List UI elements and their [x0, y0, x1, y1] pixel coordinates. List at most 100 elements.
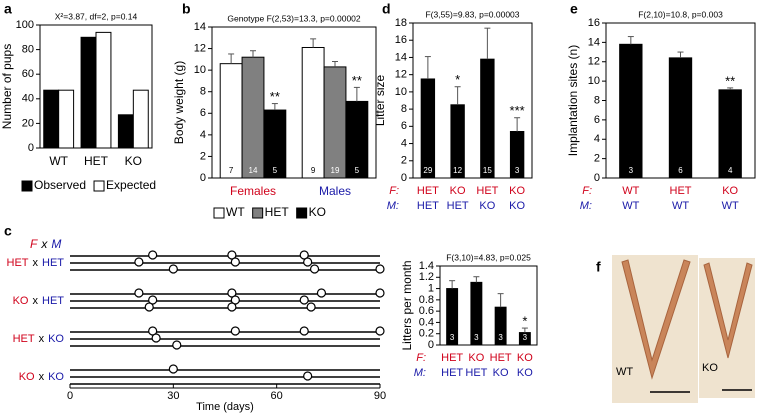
y-tick-label: 0: [28, 142, 34, 154]
error-bar: [473, 276, 480, 283]
row-label: HET: [490, 352, 512, 364]
y-axis-label: Litter size: [373, 75, 387, 127]
row-name: F:: [389, 185, 399, 197]
y-tick-label: 4: [401, 137, 407, 149]
y-tick-label: 0: [428, 339, 434, 351]
litter-event: [375, 288, 385, 298]
legend-female: F: [30, 237, 38, 251]
y-tick-label: 16: [395, 34, 407, 46]
n-label: 14: [249, 166, 258, 175]
error-bar: [677, 51, 684, 58]
error-bar: [521, 327, 528, 333]
photo-label: KO: [702, 362, 718, 374]
y-axis-label: Implantation sites (n): [566, 45, 580, 156]
bar: [241, 56, 265, 179]
y-tick-label: 100: [16, 19, 34, 31]
bar: [301, 46, 325, 179]
bar: [619, 43, 643, 179]
litter-event: [303, 371, 313, 381]
litter-event: [230, 257, 240, 267]
row-label: HET: [670, 185, 692, 197]
error-bar: [627, 36, 634, 45]
significance: **: [725, 73, 735, 88]
bar: [58, 89, 75, 149]
panel-letter: e: [570, 1, 578, 17]
y-tick-label: 20: [22, 117, 34, 129]
litter-event: [303, 257, 313, 267]
y-tick-label: 14: [588, 36, 600, 48]
y-tick-label: 10: [588, 75, 600, 87]
bar: [132, 89, 149, 149]
litter-event: [316, 288, 327, 298]
x-tick-label: KO: [125, 154, 142, 168]
error-bar: [484, 27, 491, 60]
y-tick-label: 4: [200, 129, 206, 141]
bar: [43, 89, 60, 149]
pair-separator: x: [33, 257, 39, 269]
n-label: 3: [450, 333, 455, 342]
y-tick-label: 2: [594, 153, 600, 165]
legend-swatch: [252, 207, 264, 219]
row-label: KO: [509, 200, 525, 212]
y-tick-label: 40: [22, 93, 34, 105]
y-tick-label: 1.2: [419, 271, 434, 283]
row-label: KO: [722, 185, 738, 197]
n-label: 19: [331, 166, 340, 175]
litter-event: [168, 364, 178, 374]
legend-swatch: [213, 207, 225, 219]
x-tick-label: 60: [271, 390, 283, 402]
row-label: HET: [417, 185, 439, 197]
litter-event: [306, 302, 316, 312]
panel-letter: f: [596, 259, 601, 275]
error-bar: [727, 87, 734, 90]
n-label: 7: [229, 166, 234, 175]
error-bar: [250, 50, 256, 58]
bar: [117, 114, 134, 149]
x-tick-label: 30: [167, 390, 179, 402]
n-label: 29: [423, 166, 432, 175]
row-label: HET: [441, 352, 463, 364]
row-label: WT: [622, 185, 639, 197]
x-axis-label: Time (days): [196, 401, 254, 413]
bar: [80, 36, 97, 149]
error-bar: [332, 61, 338, 67]
row-label: HET: [441, 367, 463, 379]
y-tick-label: 0.8: [419, 294, 434, 306]
pair-female: HET: [7, 257, 29, 269]
y-tick-label: 8: [200, 86, 206, 98]
row-label: HET: [476, 185, 498, 197]
n-label: 6: [678, 166, 683, 175]
pair-female: KO: [13, 295, 29, 307]
error-bar: [454, 86, 461, 105]
error-bar: [497, 293, 504, 308]
row-label: WT: [622, 200, 639, 212]
chart-title: F(3,55)=9.83, p=0.00003: [425, 9, 519, 19]
legend-swatch: [296, 207, 308, 219]
legend-label: KO: [309, 205, 326, 219]
y-tick-label: 80: [22, 44, 34, 56]
row-label: HET: [465, 367, 487, 379]
litter-event: [227, 302, 237, 312]
y-tick-label: 6: [401, 120, 407, 132]
y-tick-label: 6: [200, 107, 206, 119]
photo-label: WT: [616, 366, 633, 378]
y-tick-label: 10: [194, 64, 206, 76]
y-tick-label: 2: [200, 150, 206, 162]
row-name: M:: [414, 367, 426, 379]
bar: [219, 63, 243, 179]
y-tick-label: 1: [428, 282, 434, 294]
y-tick-label: 12: [194, 42, 206, 54]
y-tick-label: 8: [401, 103, 407, 115]
legend-separator: x: [40, 237, 48, 251]
chart-title: F(2,10)=10.8, p=0.003: [638, 9, 723, 19]
uterus-ko: [703, 262, 753, 359]
row-label: WT: [672, 200, 689, 212]
bar: [420, 78, 436, 179]
litter-event: [151, 333, 161, 343]
pair-male: KO: [48, 333, 64, 345]
x-tick-label: 90: [374, 390, 386, 402]
litter-event: [168, 264, 178, 274]
y-tick-label: 0.6: [419, 305, 434, 317]
y-tick-label: 2: [401, 155, 407, 167]
